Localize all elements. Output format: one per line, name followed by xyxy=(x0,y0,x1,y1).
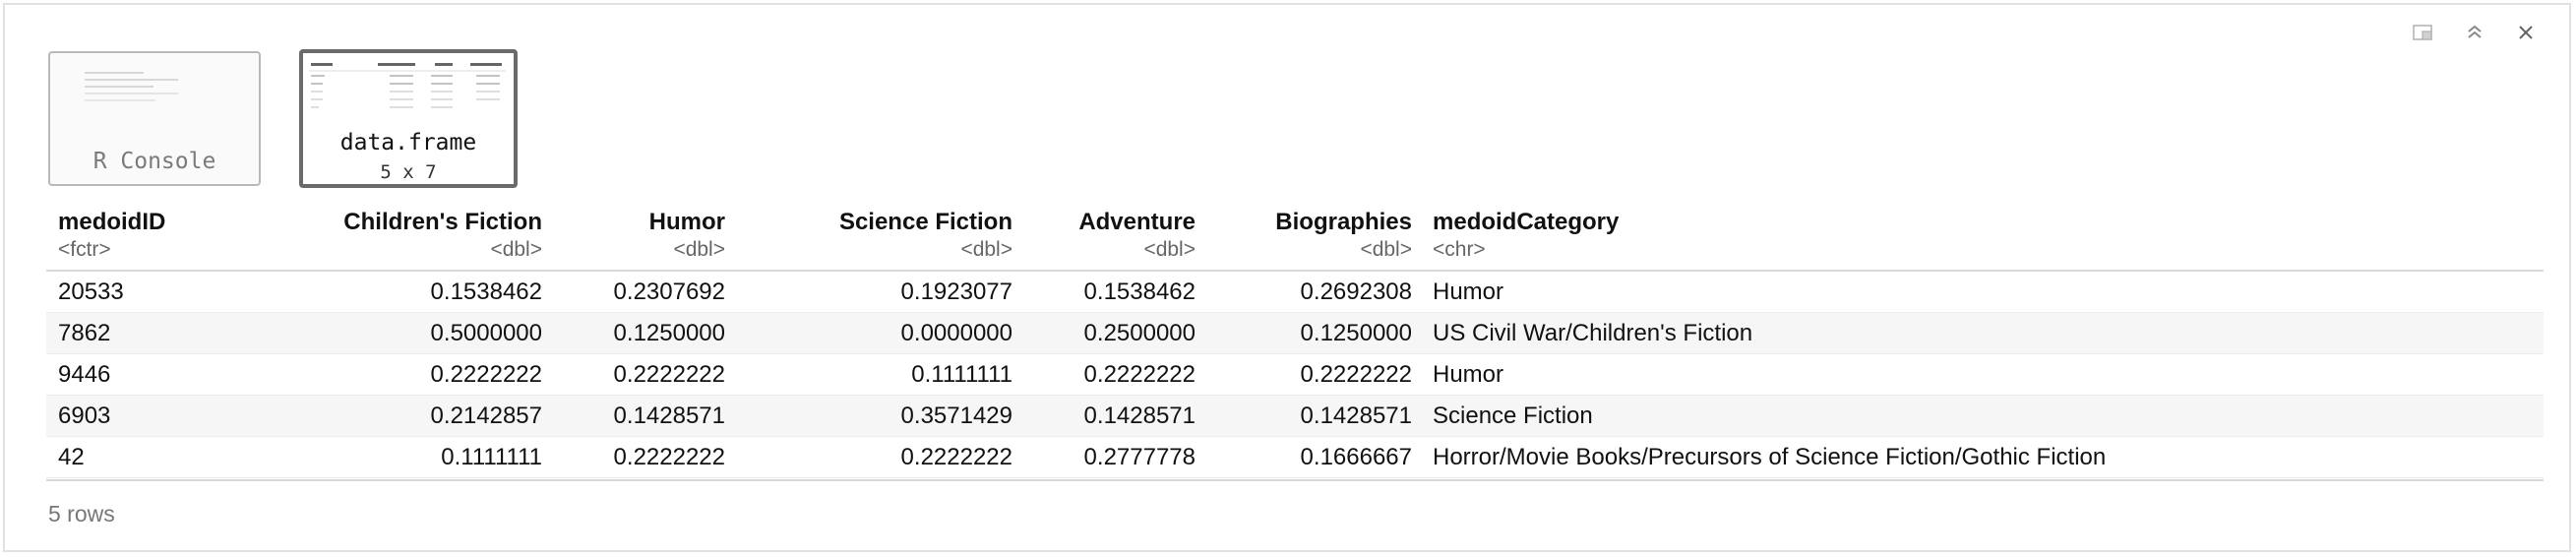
col-header-humor[interactable]: Humor <dbl> xyxy=(648,209,725,261)
cell-biographies: 0.1428571 xyxy=(1300,402,1412,429)
cell-science-fiction: 0.3571429 xyxy=(900,402,1012,429)
cell-medoidID: 6903 xyxy=(58,402,111,429)
window-controls xyxy=(2408,17,2542,48)
cell-medoidCategory: US Civil War/Children's Fiction xyxy=(1433,320,1753,346)
col-header-science-fiction[interactable]: Science Fiction <dbl> xyxy=(838,209,1012,261)
cell-medoidID: 7862 xyxy=(58,320,111,346)
cell-childrens-fiction: 0.1538462 xyxy=(430,278,542,305)
output-panel: R Console data.frame 5 x xyxy=(3,3,2571,552)
mini-table-preview xyxy=(309,59,506,123)
data-table: medoidID <fctr> Children's Fiction <dbl>… xyxy=(46,207,2544,478)
table-bottom-rule xyxy=(46,479,2544,481)
cell-childrens-fiction: 0.2222222 xyxy=(430,361,542,388)
cell-medoidID: 9446 xyxy=(58,361,111,388)
cell-humor: 0.2222222 xyxy=(613,444,725,470)
data-frame-thumbnail[interactable]: data.frame 5 x 7 xyxy=(299,49,518,188)
cell-medoidCategory: Humor xyxy=(1433,361,1504,388)
cell-medoidCategory: Horror/Movie Books/Precursors of Science… xyxy=(1433,444,2107,470)
cell-biographies: 0.1666667 xyxy=(1300,444,1412,470)
r-console-thumbnail[interactable]: R Console xyxy=(48,51,261,186)
data-frame-dims: 5 x 7 xyxy=(380,161,437,183)
col-header-medoidID[interactable]: medoidID <fctr> xyxy=(58,209,166,261)
cell-humor: 0.2222222 xyxy=(613,361,725,388)
cell-childrens-fiction: 0.5000000 xyxy=(430,320,542,346)
popout-icon xyxy=(2412,23,2435,42)
cell-science-fiction: 0.1923077 xyxy=(900,278,1012,305)
col-header-childrens-fiction[interactable]: Children's Fiction <dbl> xyxy=(343,209,542,261)
data-frame-label: data.frame xyxy=(339,130,477,155)
cell-adventure: 0.2222222 xyxy=(1083,361,1196,388)
cell-science-fiction: 0.0000000 xyxy=(900,320,1012,346)
cell-medoidID: 20533 xyxy=(58,278,124,305)
cell-childrens-fiction: 0.2142857 xyxy=(430,402,542,429)
cell-biographies: 0.2692308 xyxy=(1300,278,1412,305)
cell-science-fiction: 0.1111111 xyxy=(911,361,1012,388)
cell-adventure: 0.2500000 xyxy=(1083,320,1196,346)
cell-medoidCategory: Science Fiction xyxy=(1433,402,1593,429)
col-header-adventure[interactable]: Adventure <dbl> xyxy=(1078,209,1196,261)
table-row: 20533 0.1538462 0.2307692 0.1923077 0.15… xyxy=(46,272,2544,313)
cell-childrens-fiction: 0.1111111 xyxy=(441,444,542,470)
r-console-label: R Console xyxy=(92,149,216,174)
cell-adventure: 0.1538462 xyxy=(1083,278,1196,305)
col-header-medoidCategory[interactable]: medoidCategory <chr> xyxy=(1433,209,1620,261)
cell-adventure: 0.1428571 xyxy=(1083,402,1196,429)
cell-biographies: 0.2222222 xyxy=(1300,361,1412,388)
table-row: 9446 0.2222222 0.2222222 0.1111111 0.222… xyxy=(46,354,2544,396)
cell-adventure: 0.2777778 xyxy=(1083,444,1196,470)
row-count-label: 5 rows xyxy=(48,501,115,526)
table-row: 6903 0.2142857 0.1428571 0.3571429 0.142… xyxy=(46,396,2544,437)
table-header: medoidID <fctr> Children's Fiction <dbl>… xyxy=(46,207,2544,272)
collapse-button[interactable] xyxy=(2459,17,2490,48)
table-row: 7862 0.5000000 0.1250000 0.0000000 0.250… xyxy=(46,313,2544,354)
close-icon xyxy=(2517,24,2535,41)
cell-medoidCategory: Humor xyxy=(1433,278,1504,305)
collapse-up-icon xyxy=(2465,23,2484,42)
cell-humor: 0.2307692 xyxy=(613,278,725,305)
close-button[interactable] xyxy=(2510,17,2542,48)
table-body: 20533 0.1538462 0.2307692 0.1923077 0.15… xyxy=(46,272,2544,478)
console-preview-text xyxy=(60,61,193,125)
cell-biographies: 0.1250000 xyxy=(1300,320,1412,346)
cell-humor: 0.1250000 xyxy=(613,320,725,346)
col-header-biographies[interactable]: Biographies <dbl> xyxy=(1275,209,1412,261)
cell-science-fiction: 0.2222222 xyxy=(900,444,1012,470)
popout-button[interactable] xyxy=(2408,17,2439,48)
cell-humor: 0.1428571 xyxy=(613,402,725,429)
table-row: 42 0.1111111 0.2222222 0.2222222 0.27777… xyxy=(46,437,2544,478)
cell-medoidID: 42 xyxy=(58,444,85,470)
